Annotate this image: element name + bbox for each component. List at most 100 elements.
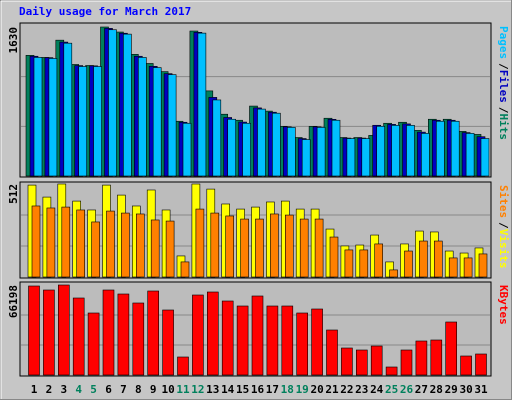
bar <box>255 218 264 278</box>
bar <box>346 138 356 177</box>
bar <box>43 289 55 376</box>
bar <box>192 294 204 376</box>
bar <box>480 138 490 177</box>
bar <box>299 218 309 278</box>
x-tick-label: 22 <box>340 383 353 396</box>
x-tick-label: 10 <box>161 383 174 396</box>
bar <box>195 208 205 278</box>
bar <box>147 290 159 376</box>
bar <box>385 366 398 376</box>
bar <box>311 308 323 376</box>
bar <box>76 209 85 278</box>
bar <box>28 285 40 376</box>
bar <box>281 305 294 376</box>
bar <box>207 291 219 376</box>
bar <box>448 257 458 278</box>
bar <box>329 236 339 278</box>
bar <box>272 112 281 177</box>
bar <box>152 67 162 177</box>
bar <box>87 312 100 376</box>
bar <box>374 243 384 278</box>
bar <box>361 138 371 177</box>
legend-entry: Sites <box>497 185 510 218</box>
legend-separator: / <box>497 63 510 70</box>
bar <box>227 118 236 177</box>
bar <box>93 66 102 177</box>
bar <box>421 133 430 177</box>
bar <box>150 219 160 278</box>
legend: Pages/Files/Hits <box>497 26 510 140</box>
bar <box>91 221 100 278</box>
x-tick-label: 21 <box>325 383 339 396</box>
bar <box>212 99 222 177</box>
legend-entry: Visits <box>497 229 510 269</box>
x-tick-label: 29 <box>445 383 458 396</box>
x-tick-label: 5 <box>90 383 97 396</box>
bar <box>450 120 460 177</box>
bar <box>430 339 443 376</box>
bar <box>72 297 85 376</box>
bar <box>165 220 175 278</box>
bar <box>162 309 174 376</box>
bar <box>445 321 458 376</box>
bar <box>463 257 473 278</box>
legend-separator: / <box>497 107 510 114</box>
legend: KBytes <box>497 285 510 325</box>
bar <box>138 57 147 177</box>
bar <box>296 312 309 376</box>
x-tick-label: 15 <box>236 383 249 396</box>
bar <box>180 261 190 278</box>
x-tick-label: 11 <box>176 383 190 396</box>
x-tick-label: 13 <box>206 383 219 396</box>
bar <box>182 122 192 177</box>
bar <box>389 269 398 278</box>
bar <box>63 42 73 177</box>
bar <box>314 218 324 278</box>
x-tick-label: 14 <box>221 383 235 396</box>
bar <box>132 302 145 376</box>
x-tick-label: 26 <box>400 383 414 396</box>
y-tick-label: 66198 <box>7 285 20 318</box>
bar <box>475 353 487 376</box>
x-tick-label: 1 <box>31 383 38 396</box>
bar <box>236 305 249 376</box>
x-tick-label: 23 <box>355 383 368 396</box>
bar <box>123 33 132 177</box>
x-tick-label: 19 <box>296 383 309 396</box>
x-tick-label: 9 <box>150 383 157 396</box>
bar <box>415 340 428 376</box>
x-tick-label: 4 <box>75 383 82 396</box>
bar <box>284 214 294 278</box>
bar <box>251 295 264 376</box>
legend-entry: Pages <box>497 26 510 59</box>
bar <box>57 284 70 376</box>
bar <box>406 125 415 177</box>
x-tick-label: 6 <box>105 383 112 396</box>
bar <box>344 249 354 278</box>
bar <box>177 356 189 376</box>
bar <box>435 120 445 177</box>
bar <box>240 218 249 278</box>
bar <box>121 212 130 278</box>
legend-entry: KBytes <box>497 285 510 325</box>
x-tick-label: 12 <box>191 383 204 396</box>
bar <box>478 253 488 278</box>
bar <box>33 57 43 177</box>
bar <box>61 206 71 278</box>
x-tick-label: 16 <box>251 383 265 396</box>
bar <box>46 207 56 278</box>
x-tick-label: 24 <box>370 383 384 396</box>
bar <box>465 133 475 177</box>
bar <box>270 213 279 278</box>
x-tick-label: 3 <box>60 383 67 396</box>
x-tick-label: 17 <box>266 383 279 396</box>
bar <box>370 345 383 376</box>
bar <box>433 240 443 278</box>
bar <box>108 29 117 177</box>
bar <box>221 300 234 376</box>
y-tick-label: 512 <box>7 184 20 204</box>
x-tick-label: 20 <box>310 383 323 396</box>
bar <box>225 215 234 278</box>
x-tick-label: 27 <box>415 383 428 396</box>
bar <box>404 250 413 278</box>
